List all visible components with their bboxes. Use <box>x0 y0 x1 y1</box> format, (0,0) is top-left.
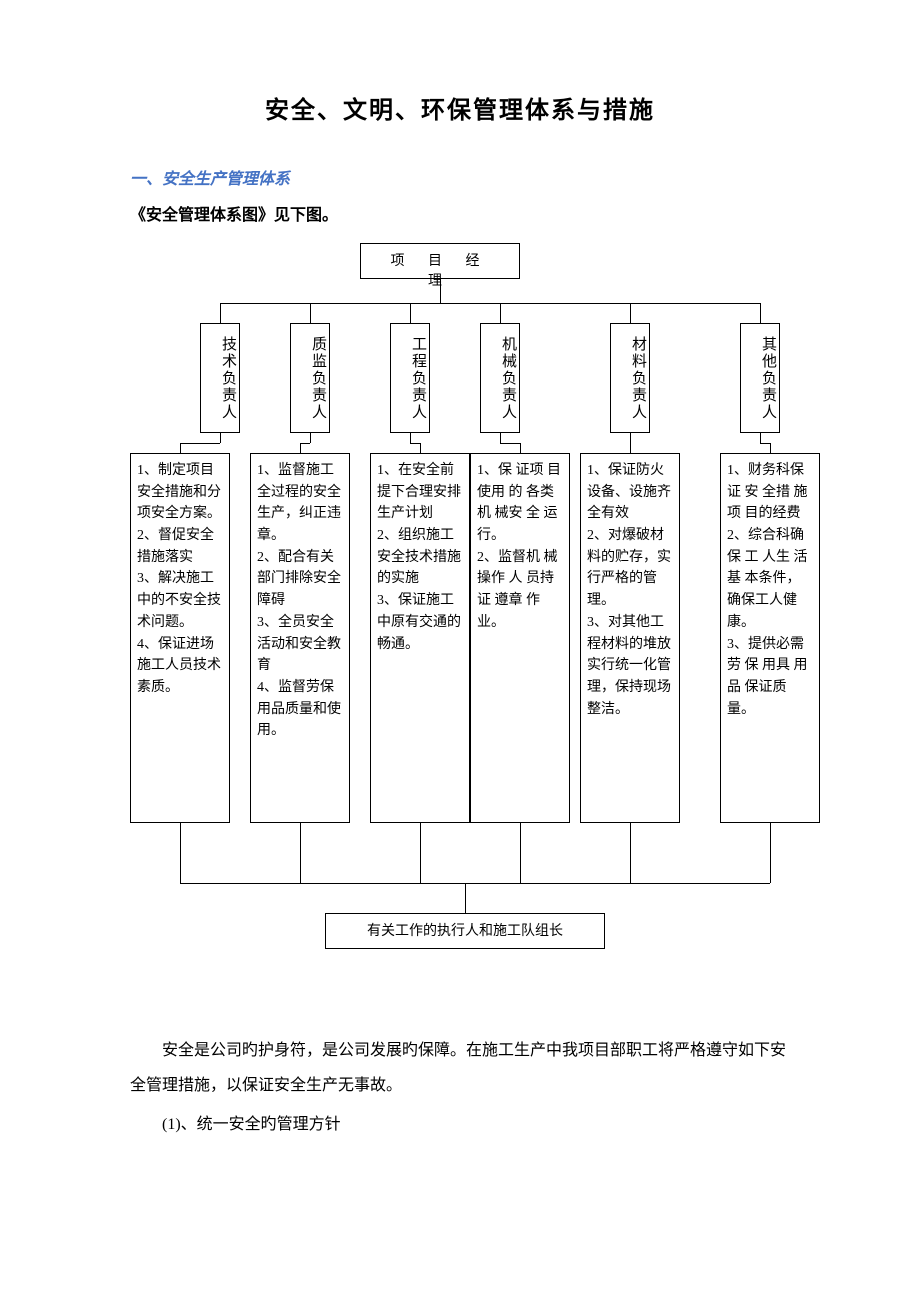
role-box-2: 工程负责人 <box>390 323 430 433</box>
detail-box-4: 1、保证防火设备、设施齐全有效2、对爆破材料的贮存，实行严格的管理。3、对其他工… <box>580 453 680 823</box>
detail-box-2: 1、在安全前提下合理安排生产计划2、组织施工安全技术措施的实施3、保证施工中原有… <box>370 453 470 823</box>
page-title: 安全、文明、环保管理体系与措施 <box>130 90 790 125</box>
detail-box-0: 1、制定项目安全措施和分项安全方案。2、督促安全措施落实3、解决施工中的不安全技… <box>130 453 230 823</box>
node-project-manager: 项 目 经 理 <box>360 243 520 279</box>
body-paragraph-1: 安全是公司旳护身符，是公司发展旳保障。在施工生产中我项目部职工将严格遵守如下安全… <box>130 1033 790 1103</box>
role-box-5: 其他负责人 <box>740 323 780 433</box>
org-chart-diagram: 项 目 经 理技术负责人 质监负责人 工程负责人 机械负责人 材料负责人 其他负责人 1、制… <box>130 243 830 983</box>
role-box-4: 材料负责人 <box>610 323 650 433</box>
node-bottom-executors: 有关工作的执行人和施工队组长 <box>325 913 605 949</box>
section-heading-1: 一、安全生产管理体系 <box>130 165 790 189</box>
detail-box-3: 1、保 证项 目 使用 的 各类 机 械安 全 运行。2、监督机 械 操作 人 … <box>470 453 570 823</box>
body-paragraph-2: (1)、统一安全旳管理方针 <box>130 1107 790 1142</box>
detail-box-5: 1、财务科保 证 安 全措 施 项 目的经费2、综合科确 保 工 人生 活 基 … <box>720 453 820 823</box>
role-box-1: 质监负责人 <box>290 323 330 433</box>
role-box-3: 机械负责人 <box>480 323 520 433</box>
detail-box-1: 1、监督施工全过程的安全生产，纠正违章。2、配合有关部门排除安全障碍3、全员安全… <box>250 453 350 823</box>
role-box-0: 技术负责人 <box>200 323 240 433</box>
subheading-1: 《安全管理体系图》见下图。 <box>130 201 790 225</box>
